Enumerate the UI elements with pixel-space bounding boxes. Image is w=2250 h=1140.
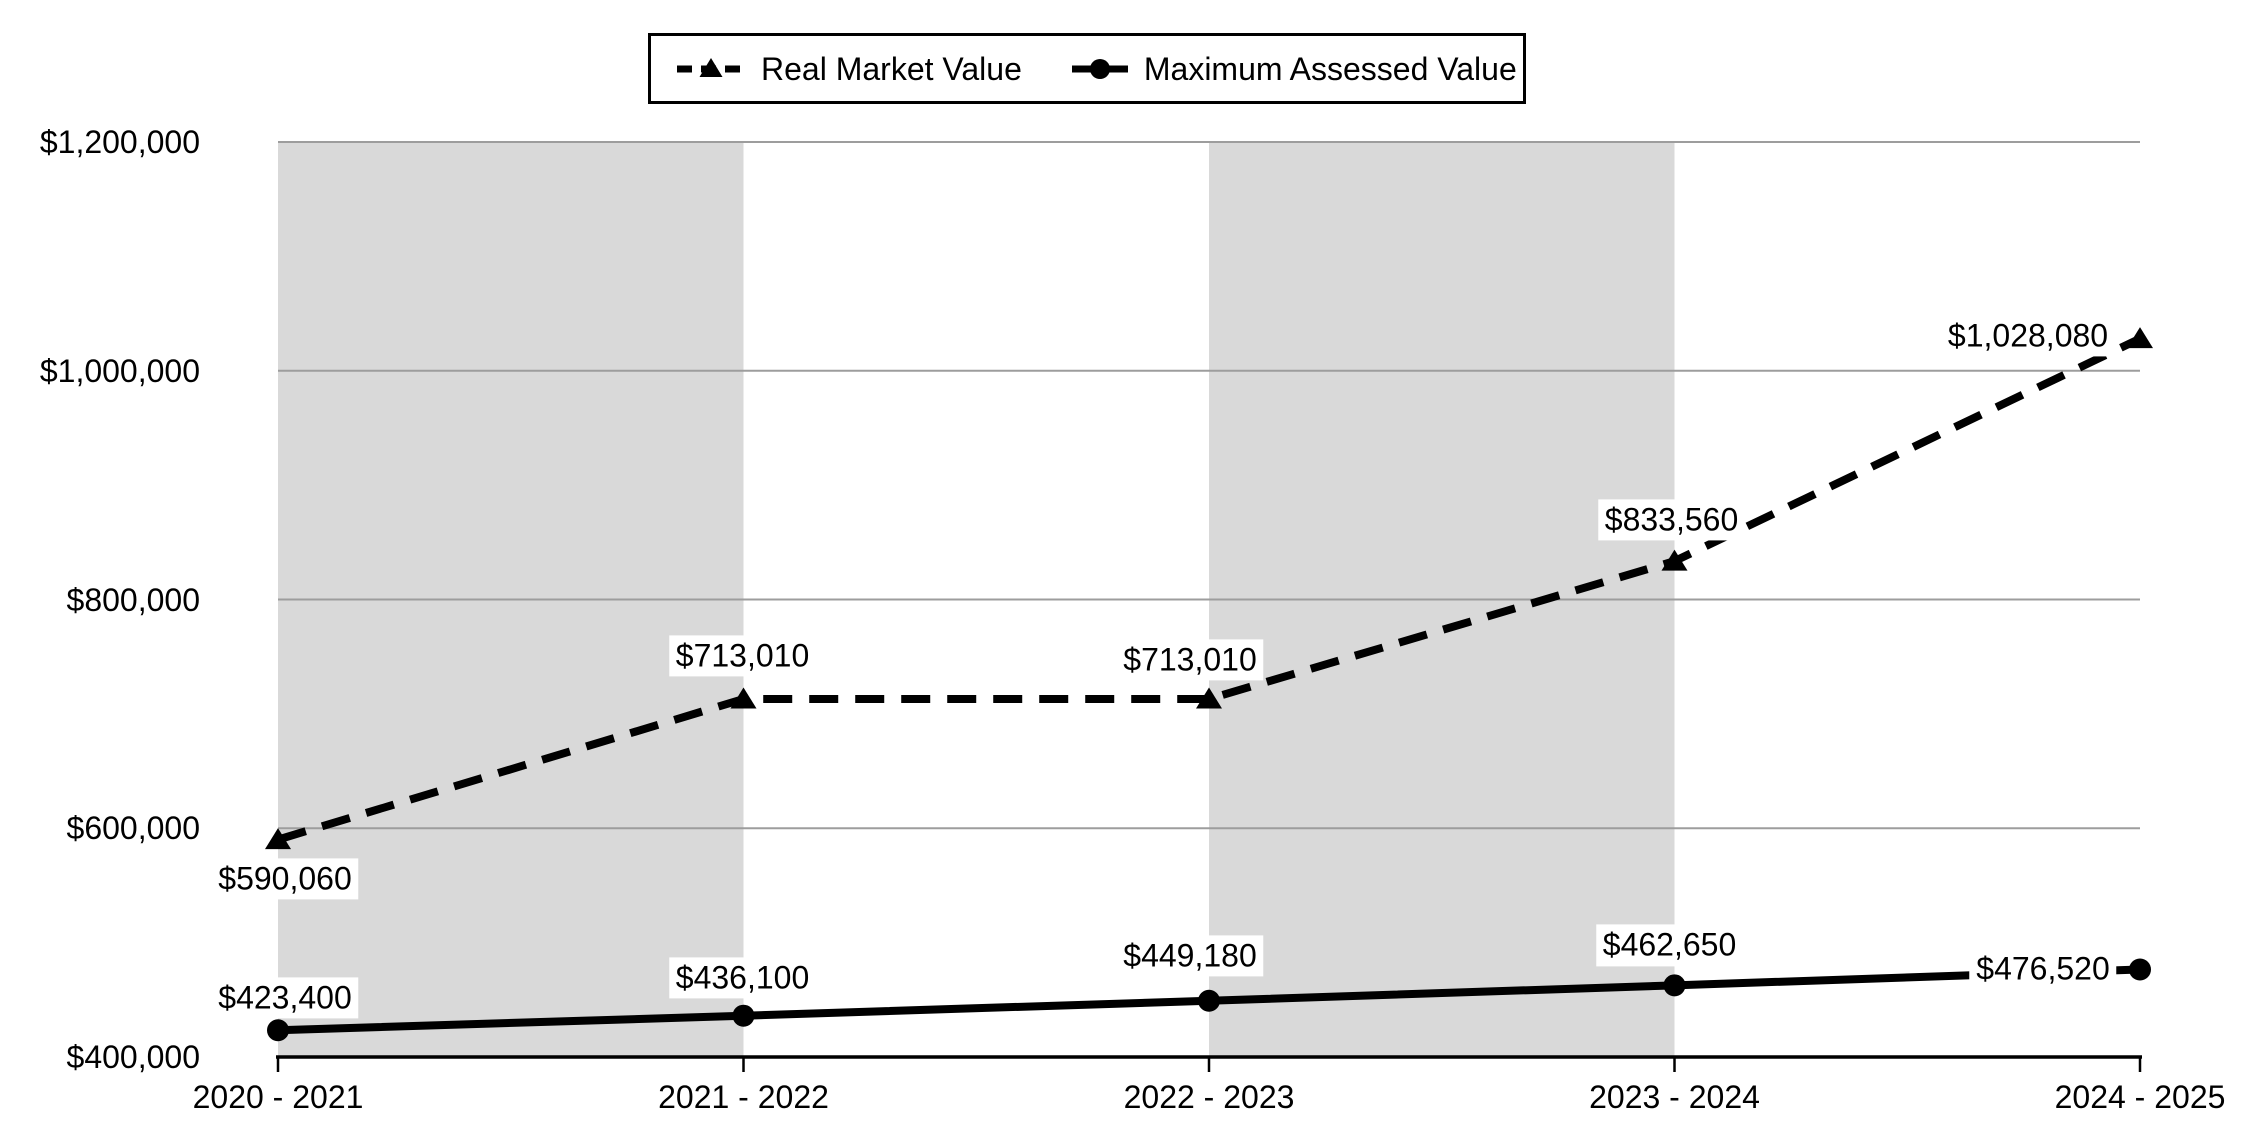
legend-item-label: Maximum Assessed Value <box>1143 50 1517 87</box>
legend-item-real-market-value: Real Market Value <box>676 53 1022 85</box>
data-label: $476,520 <box>1969 948 2117 991</box>
series-line-dashed <box>276 335 2142 844</box>
data-label: $462,650 <box>1595 924 1744 966</box>
circle-marker <box>1663 974 1686 997</box>
legend: Real Market Value Maximum Assessed Value <box>648 33 1526 104</box>
y-axis-tick-label: $1,200,000 <box>39 124 200 160</box>
circle-marker <box>2129 958 2151 981</box>
legend-item-maximum-assessed-value: Maximum Assessed Value <box>1071 53 1517 85</box>
x-axis-category-label: 2024 - 2025 <box>2054 1079 2226 1115</box>
x-axis-category-label: 2023 - 2024 <box>1589 1079 1760 1115</box>
y-axis-tick-label: $800,000 <box>66 581 200 618</box>
data-label: $713,010 <box>1116 639 1264 681</box>
circle-marker <box>267 1019 289 1042</box>
x-axis-category-label: 2020 - 2021 <box>192 1079 364 1115</box>
y-axis-tick-label: $600,000 <box>66 810 200 847</box>
data-label: $1,028,080 <box>1940 315 2116 357</box>
solid-line-circle-marker-icon <box>1071 58 1128 79</box>
x-axis-category-label: 2022 - 2023 <box>1123 1079 1295 1115</box>
circle-marker <box>1198 989 1220 1012</box>
legend-item-label: Real Market Value <box>761 50 1022 87</box>
data-label: $833,560 <box>1597 499 1746 541</box>
dashed-line-triangle-marker-icon <box>677 57 745 77</box>
x-axis-category-label: 2021 - 2022 <box>658 1079 829 1115</box>
data-label: $423,400 <box>211 977 359 1019</box>
triangle-marker <box>265 828 291 850</box>
triangle-marker <box>730 687 757 709</box>
data-label: $436,100 <box>668 957 817 999</box>
data-label: $449,180 <box>1116 935 1264 977</box>
data-label: $590,060 <box>211 858 359 900</box>
y-axis-tick-label: $1,000,000 <box>39 352 200 389</box>
triangle-marker <box>1196 687 1222 709</box>
triangle-marker <box>2127 327 2153 349</box>
data-label: $713,010 <box>668 635 817 677</box>
triangle-marker <box>1661 549 1688 571</box>
y-axis-tick-label: $400,000 <box>66 1039 200 1075</box>
circle-marker <box>732 1004 755 1027</box>
